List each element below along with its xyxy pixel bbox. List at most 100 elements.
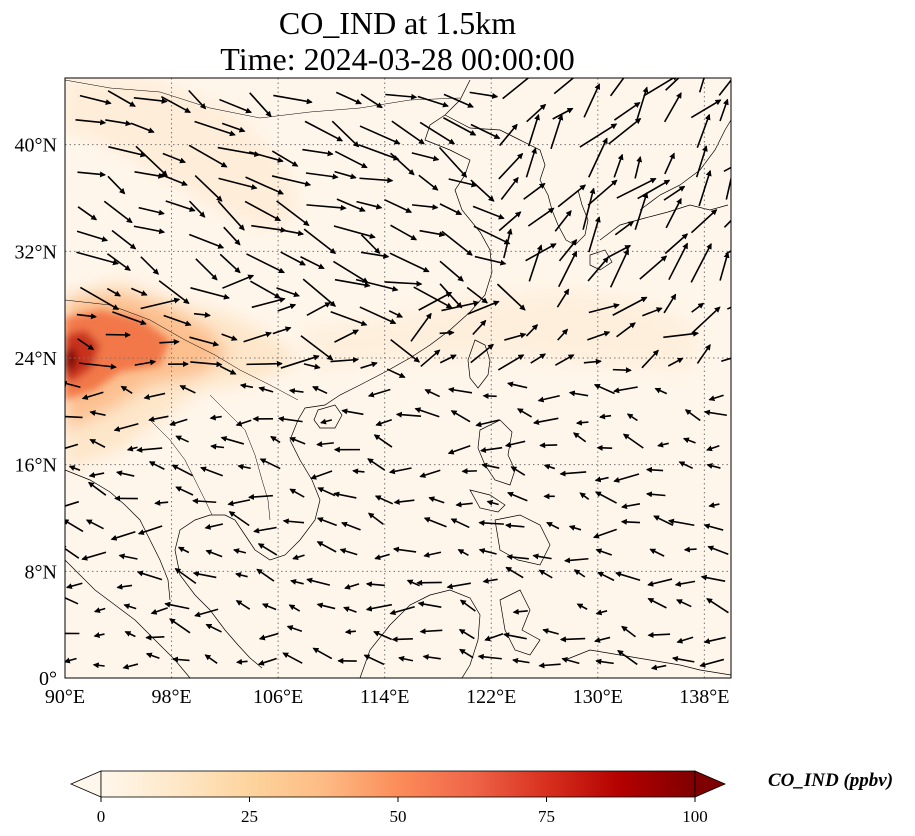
wind-arrow xyxy=(93,632,105,638)
wind-arrow xyxy=(592,528,617,539)
plume-high-zone xyxy=(65,310,170,400)
wind-arrow xyxy=(282,518,305,525)
wind-arrow xyxy=(498,211,522,232)
wind-arrow xyxy=(616,177,657,199)
wind-arrow xyxy=(725,162,731,200)
wind-arrow xyxy=(678,461,694,470)
wind-arrow xyxy=(595,609,608,616)
wind-arrow xyxy=(217,146,261,158)
wind-arrow xyxy=(595,491,617,504)
wind-arrow xyxy=(106,253,131,271)
wind-arrow xyxy=(159,173,188,186)
wind-arrow xyxy=(148,415,169,423)
wind-arrow xyxy=(486,499,499,506)
wind-arrow xyxy=(246,253,285,274)
wind-arrow xyxy=(390,224,418,241)
wind-arrow xyxy=(365,581,385,588)
wind-arrow xyxy=(417,601,442,608)
wind-arrow xyxy=(388,310,404,318)
wind-arrow xyxy=(474,255,507,266)
wind-arrow xyxy=(690,209,718,234)
wind-arrow xyxy=(621,503,641,510)
wind-arrow xyxy=(163,314,192,327)
wind-arrow xyxy=(554,210,572,232)
wind-arrow xyxy=(195,258,218,281)
wind-arrow xyxy=(277,416,303,423)
wind-arrow xyxy=(85,519,104,530)
wind-arrow xyxy=(303,228,337,255)
wind-arrow xyxy=(497,354,525,371)
wind-arrow xyxy=(555,354,575,366)
wind-arrow xyxy=(700,574,726,582)
coastline-new-guinea xyxy=(564,649,731,676)
wind-arrow xyxy=(447,386,473,394)
wind-arrow xyxy=(594,636,611,643)
wind-arrow xyxy=(502,78,536,100)
wind-arrow xyxy=(523,182,546,200)
wind-arrow xyxy=(441,300,480,312)
wind-arrow xyxy=(164,601,190,610)
wind-arrow xyxy=(89,410,106,417)
colorbar-tick-label: 50 xyxy=(390,807,407,826)
wind-arrow xyxy=(484,632,504,642)
wind-arrow xyxy=(334,170,357,180)
wind-arrow xyxy=(150,607,168,615)
wind-arrow xyxy=(616,322,636,338)
wind-arrow xyxy=(137,525,163,535)
wind-arrow xyxy=(384,198,413,213)
wind-arrow xyxy=(447,444,471,455)
wind-arrow xyxy=(599,413,612,420)
wind-arrow xyxy=(219,365,237,375)
wind-arrow xyxy=(107,175,126,195)
wind-arrow xyxy=(65,443,79,450)
wind-arrow xyxy=(136,446,163,453)
wind-arrow xyxy=(305,172,339,180)
wind-arrow xyxy=(593,383,615,395)
wind-arrow xyxy=(171,464,194,477)
wind-arrow xyxy=(138,206,165,216)
wind-arrow xyxy=(526,103,547,123)
wind-arrow xyxy=(389,605,415,616)
wind-arrow xyxy=(472,319,487,336)
wind-arrow xyxy=(665,78,680,91)
wind-arrow xyxy=(317,487,336,497)
wind-arrow xyxy=(663,92,682,123)
wind-arrow xyxy=(439,203,463,216)
wind-arrow xyxy=(558,239,578,262)
wind-arrow xyxy=(475,419,500,428)
wind-arrow xyxy=(667,518,695,527)
wind-arrow xyxy=(390,339,421,363)
wind-arrow xyxy=(552,107,574,120)
wind-arrow xyxy=(194,608,219,618)
wind-arrow xyxy=(650,664,667,671)
wind-arrow xyxy=(247,493,273,500)
wind-arrow xyxy=(257,543,278,556)
wind-arrow xyxy=(123,603,137,610)
wind-arrow xyxy=(209,414,222,421)
wind-arrow xyxy=(188,89,207,110)
wind-arrow xyxy=(245,176,284,195)
wind-arrow xyxy=(303,363,321,370)
wind-arrow xyxy=(316,602,336,610)
wind-arrow xyxy=(140,297,181,310)
coastline-myanmar xyxy=(65,469,171,601)
plume-very-high-zone xyxy=(65,330,100,382)
wind-arrow xyxy=(277,228,305,237)
wind-arrow xyxy=(707,545,729,555)
wind-arrow xyxy=(691,302,705,313)
wind-arrow xyxy=(190,287,230,300)
wind-arrow xyxy=(664,233,689,255)
wind-arrow xyxy=(218,177,258,190)
wind-arrow xyxy=(352,468,365,475)
wind-arrow xyxy=(643,78,679,97)
wind-arrow xyxy=(220,436,245,445)
coastline-bohai xyxy=(444,114,546,181)
wind-arrow xyxy=(272,326,292,335)
wind-arrow xyxy=(65,519,84,533)
colorbar-extend-min xyxy=(69,770,102,798)
wind-arrow xyxy=(367,458,386,471)
wind-arrow xyxy=(280,354,320,369)
coastline-visayas xyxy=(469,489,506,513)
wind-arrow xyxy=(77,206,98,221)
wind-arrow xyxy=(331,120,360,148)
